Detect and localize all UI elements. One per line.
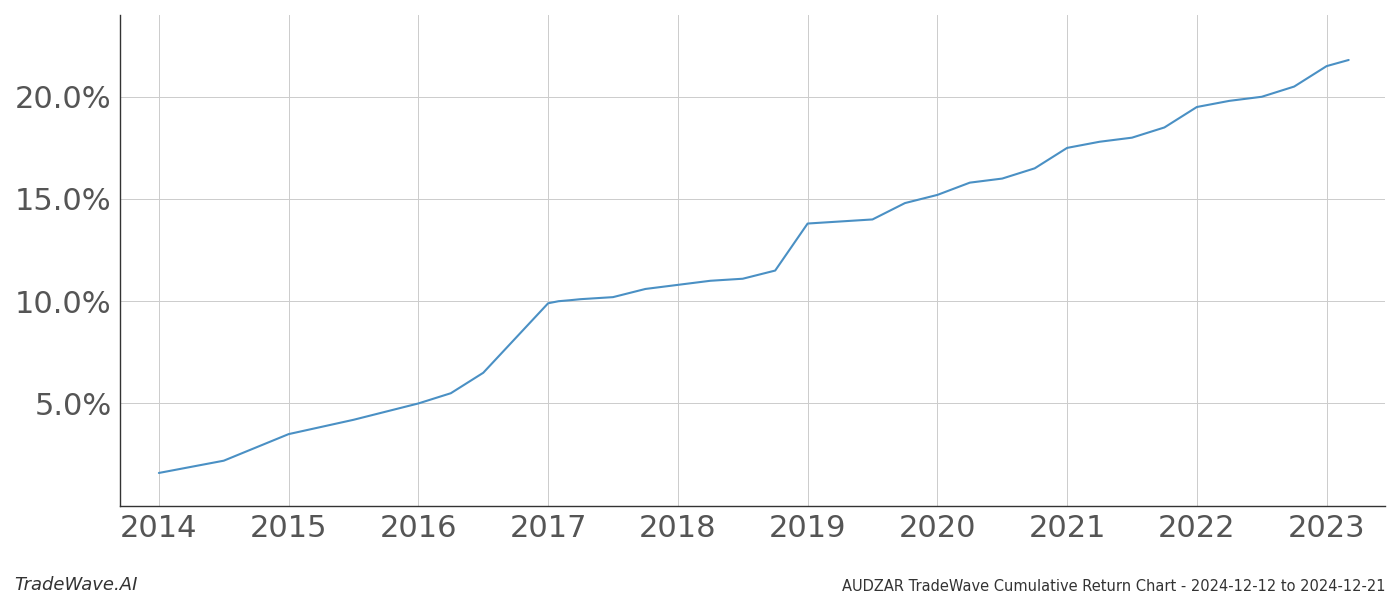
Text: TradeWave.AI: TradeWave.AI <box>14 576 137 594</box>
Text: AUDZAR TradeWave Cumulative Return Chart - 2024-12-12 to 2024-12-21: AUDZAR TradeWave Cumulative Return Chart… <box>843 579 1386 594</box>
